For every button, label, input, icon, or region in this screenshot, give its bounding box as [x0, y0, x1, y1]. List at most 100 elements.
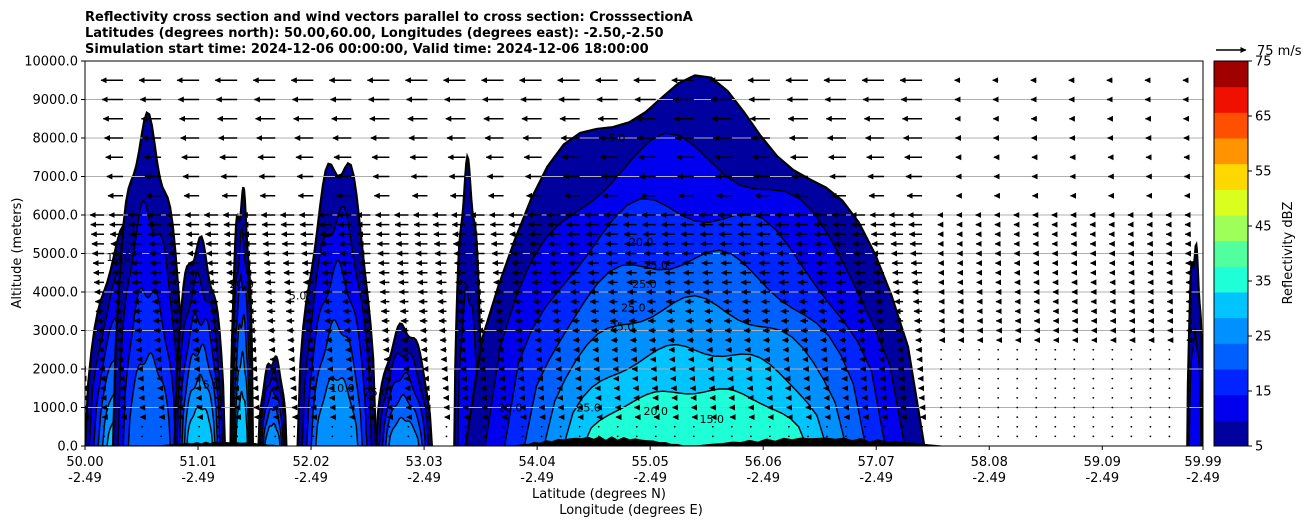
contour-label: 25.0 — [576, 401, 601, 414]
wind-vector — [959, 368, 962, 370]
y-tick-label: 2000.0 — [33, 363, 79, 378]
wind-vector — [959, 348, 962, 351]
wind-vector — [1016, 387, 1019, 390]
wind-vector — [122, 435, 124, 438]
colorbar-band-40 — [1214, 240, 1248, 267]
wind-vector — [1187, 425, 1190, 428]
wind-vector — [1187, 435, 1190, 438]
wind-vector — [1187, 416, 1190, 419]
colorbar-tick-label: 15 — [1255, 385, 1272, 400]
reflectivity-contour-25 — [388, 416, 420, 446]
wind-vector — [141, 425, 143, 428]
reflectivity-contour-30 — [235, 390, 249, 446]
wind-vector — [997, 358, 1000, 361]
wind-vector — [940, 387, 943, 390]
plot-area: 5.0 20.0 25.0 25.0 25.0 25.0 20.0 15.0 10.0 25.0 2… — [85, 74, 1203, 446]
chart-title-line-3: Simulation start time: 2024-12-06 00:00:… — [85, 42, 649, 57]
wind-vector — [1111, 435, 1114, 438]
wind-vector — [997, 387, 1000, 390]
wind-vector — [826, 435, 828, 438]
wind-vector — [921, 435, 924, 438]
wind-vector — [1168, 348, 1171, 351]
wind-vector — [978, 435, 981, 438]
wind-vector — [103, 425, 105, 428]
wind-vector — [940, 425, 943, 428]
wind-vector — [1073, 425, 1076, 428]
wind-vector — [1149, 368, 1152, 370]
wind-vector — [769, 425, 771, 428]
wind-vector — [464, 435, 467, 438]
wind-vector — [692, 425, 695, 428]
wind-vector — [997, 416, 1000, 419]
wind-vector — [1092, 387, 1095, 390]
contour-label: 20.0 — [629, 236, 654, 249]
wind-vector — [1111, 358, 1114, 361]
wind-vector — [1092, 416, 1095, 419]
wind-vector — [1111, 348, 1114, 351]
wind-vector — [711, 425, 714, 428]
wind-vector — [1187, 348, 1190, 351]
wind-vector — [616, 435, 619, 438]
colorbar-tick-label: 65 — [1255, 110, 1272, 125]
contour-label: 25.0 — [610, 321, 635, 334]
wind-vector — [1149, 406, 1152, 409]
colorbar-band-75 — [1214, 61, 1248, 88]
wind-vector — [312, 425, 315, 428]
wind-vector — [635, 425, 638, 428]
wind-vector — [940, 396, 943, 399]
wind-vector — [217, 425, 220, 428]
wind-vector — [940, 358, 943, 361]
wind-vector — [1016, 377, 1019, 380]
wind-vector — [1130, 435, 1133, 438]
wind-vector — [959, 416, 962, 419]
wind-vector — [1149, 387, 1152, 390]
colorbar-tick-label: 55 — [1255, 165, 1272, 180]
wind-vector — [1035, 348, 1038, 351]
contour-label: 15.0 — [196, 378, 221, 391]
x-tick-label-lon: -2.49 — [407, 471, 441, 486]
wind-vector — [1168, 368, 1171, 370]
colorbar-tick-label: 75 — [1255, 55, 1272, 70]
wind-vector — [1016, 358, 1019, 361]
colorbar-band-65 — [1214, 112, 1248, 139]
wind-vector — [1073, 416, 1076, 419]
wind-vector — [940, 368, 943, 370]
wind-vector — [1092, 358, 1095, 361]
colorbar-band-30 — [1214, 292, 1248, 319]
reflectivity-contour-25 — [315, 376, 359, 446]
wind-vector — [1130, 416, 1133, 419]
wind-vector — [122, 425, 124, 428]
reflectivity-fill-layer — [85, 74, 1203, 446]
wind-vector — [1111, 406, 1114, 409]
contour-label: 25.0 — [621, 301, 646, 314]
wind-vector — [883, 425, 885, 428]
wind-vector — [959, 377, 962, 380]
x-tick-label-lat: 53.03 — [405, 455, 442, 470]
wind-vector — [141, 435, 143, 438]
wind-vector — [1016, 416, 1019, 419]
contour-label: 25.0 — [632, 278, 657, 291]
wind-vector — [730, 425, 733, 428]
wind-vector — [711, 435, 714, 438]
wind-vector — [160, 435, 163, 438]
wind-vector — [845, 425, 847, 428]
wind-vector — [1054, 387, 1057, 390]
wind-vector — [978, 425, 981, 428]
x-tick-label-lat: 56.06 — [745, 455, 782, 470]
wind-vector — [1187, 358, 1190, 361]
wind-vector — [502, 435, 505, 438]
colorbar-band-10 — [1214, 394, 1248, 421]
wind-vector — [1111, 387, 1114, 390]
contour-label: 20.0 — [644, 405, 669, 418]
wind-vector — [540, 435, 543, 438]
wind-vector — [940, 406, 943, 409]
wind-vector — [807, 425, 809, 428]
wind-vector — [1035, 435, 1038, 438]
wind-vector — [1016, 348, 1019, 351]
wind-vector — [940, 435, 943, 438]
x-tick-label-lon: -2.49 — [746, 471, 780, 486]
y-tick-label: 6000.0 — [33, 209, 79, 224]
wind-vector — [1130, 358, 1133, 361]
wind-vector — [1187, 396, 1190, 399]
wind-vector — [978, 368, 981, 370]
